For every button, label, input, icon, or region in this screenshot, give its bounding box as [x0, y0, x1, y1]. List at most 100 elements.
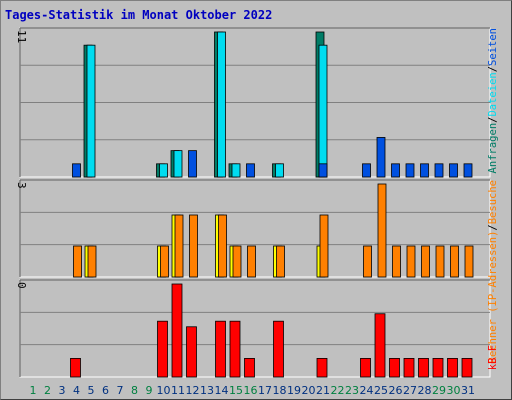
bar-kb-4 — [70, 357, 81, 378]
x-tick-label-24: 24 — [360, 384, 374, 397]
bar-dateien-14 — [217, 31, 226, 178]
x-tick-label-27: 27 — [403, 384, 417, 397]
bar-kb-29 — [432, 357, 444, 378]
bar-besuche-5 — [87, 245, 97, 278]
x-tick-label-7: 7 — [117, 384, 124, 397]
bar-seiten-26 — [391, 163, 400, 178]
x-tick-label-14: 14 — [215, 384, 229, 397]
x-tick-label-1: 1 — [30, 384, 37, 397]
bar-besuche-27 — [406, 245, 416, 278]
bar-besuche-21 — [319, 214, 329, 278]
bar-besuche-31 — [464, 245, 474, 278]
axis-max-label-top: 11 — [15, 30, 28, 43]
bar-kb-14 — [215, 320, 226, 378]
x-tick-label-25: 25 — [374, 384, 388, 397]
legend-entry: Anfragen — [487, 123, 499, 174]
bar-kb-18 — [273, 320, 284, 378]
bar-kb-10 — [157, 320, 168, 378]
x-tick-label-29: 29 — [432, 384, 446, 397]
x-tick-label-3: 3 — [59, 384, 66, 397]
bar-besuche-28 — [421, 245, 430, 278]
legend-middle: Rechner (IP-Adressen)/Besuche — [487, 180, 499, 363]
x-tick-label-20: 20 — [302, 384, 316, 397]
legend-entry: / — [487, 224, 499, 230]
page-title: Tages-Statistik im Monat Oktober 2022 — [5, 8, 273, 22]
x-tick-label-6: 6 — [102, 384, 109, 397]
bar-besuche-16 — [247, 245, 256, 278]
x-tick-label-5: 5 — [88, 384, 95, 397]
bar-seiten-25 — [376, 137, 386, 178]
bar-seiten-30 — [449, 163, 458, 178]
bar-besuche-12 — [189, 214, 198, 278]
x-tick-label-31: 31 — [461, 384, 475, 397]
x-tick-label-17: 17 — [258, 384, 272, 397]
legend-entry: Rechner (IP-Adressen) — [487, 231, 499, 364]
x-tick-label-8: 8 — [131, 384, 138, 397]
bar-kb-16 — [244, 357, 255, 378]
x-tick-label-23: 23 — [345, 384, 359, 397]
bar-kb-11 — [171, 283, 183, 378]
bar-besuche-25 — [377, 183, 387, 278]
bar-kb-26 — [389, 357, 400, 378]
bar-seiten-16 — [246, 163, 255, 178]
bar-dateien-18 — [275, 163, 284, 178]
bar-seiten-21 — [318, 163, 328, 178]
bar-dateien-11 — [173, 150, 183, 178]
x-tick-label-18: 18 — [273, 384, 287, 397]
bar-besuche-29 — [435, 245, 445, 278]
x-tick-label-19: 19 — [287, 384, 301, 397]
legend-bottom: kB F — [487, 345, 499, 370]
bar-besuche-11 — [174, 214, 184, 278]
bar-besuche-4 — [73, 245, 82, 278]
bar-seiten-27 — [405, 163, 415, 178]
x-tick-label-26: 26 — [389, 384, 403, 397]
bar-besuche-10 — [160, 245, 169, 278]
legend-entry: Besuche — [487, 180, 499, 224]
bar-dateien-5 — [86, 44, 96, 178]
x-tick-label-12: 12 — [186, 384, 200, 397]
bar-besuche-26 — [392, 245, 401, 278]
bar-kb-24 — [360, 357, 371, 378]
bar-seiten-29 — [434, 163, 444, 178]
bar-kb-30 — [447, 357, 458, 378]
x-tick-label-22: 22 — [331, 384, 345, 397]
x-tick-label-28: 28 — [418, 384, 432, 397]
x-tick-label-30: 30 — [447, 384, 461, 397]
x-tick-label-4: 4 — [73, 384, 80, 397]
bar-besuche-14 — [218, 214, 227, 278]
bar-dateien-15 — [231, 163, 241, 178]
bar-kb-25 — [374, 313, 386, 378]
bar-seiten-24 — [362, 163, 371, 178]
legend-entry: Seiten — [487, 28, 499, 66]
bar-kb-12 — [186, 326, 197, 378]
bar-kb-21 — [316, 357, 328, 378]
axis-max-label-bottom: 0 — [15, 282, 28, 289]
x-tick-label-13: 13 — [200, 384, 214, 397]
bar-kb-27 — [403, 357, 415, 378]
x-tick-label-16: 16 — [244, 384, 258, 397]
bar-kb-15 — [229, 320, 241, 378]
x-tick-label-9: 9 — [146, 384, 153, 397]
legend-entry: kB F — [487, 345, 499, 370]
legend-entry: / — [487, 117, 499, 123]
x-tick-label-11: 11 — [171, 384, 185, 397]
bar-seiten-28 — [420, 163, 429, 178]
bar-besuche-24 — [363, 245, 372, 278]
axis-max-label-middle: 3 — [15, 182, 28, 189]
bar-seiten-4 — [72, 163, 81, 178]
bar-seiten-12 — [188, 150, 197, 178]
x-tick-label-15: 15 — [229, 384, 243, 397]
bar-dateien-21 — [318, 44, 328, 178]
bar-besuche-18 — [276, 245, 285, 278]
bar-kb-31 — [461, 357, 473, 378]
bar-kb-28 — [418, 357, 429, 378]
bar-besuche-15 — [232, 245, 242, 278]
legend-top: Anfragen/Dateien/Seiten — [487, 28, 499, 173]
x-tick-label-21: 21 — [316, 384, 330, 397]
bar-dateien-10 — [159, 163, 168, 178]
x-tick-label-10: 10 — [157, 384, 171, 397]
bar-seiten-31 — [463, 163, 473, 178]
legend-entry: / — [487, 66, 499, 72]
x-tick-label-2: 2 — [44, 384, 51, 397]
